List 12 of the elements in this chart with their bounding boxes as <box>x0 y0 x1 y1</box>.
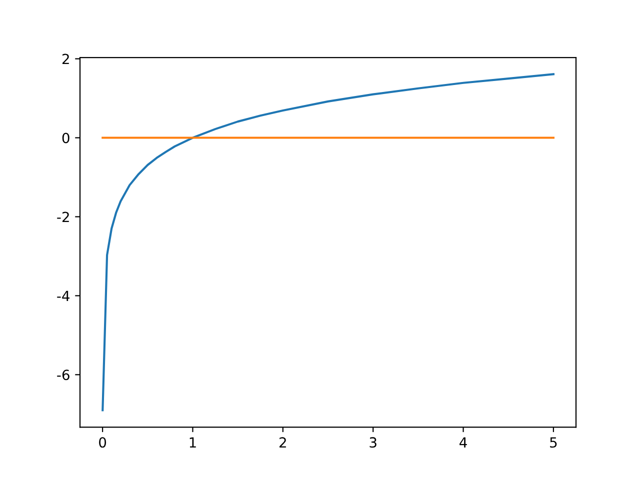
y-tick-label: -2 <box>57 212 69 222</box>
line-series <box>102 73 554 412</box>
y-tick-label: 0 <box>62 132 70 144</box>
x-tick-label: 5 <box>550 437 557 448</box>
x-tick-label: 4 <box>460 437 467 448</box>
y-tick-label: -4 <box>57 290 70 301</box>
y-tick-label: 2 <box>62 54 69 64</box>
y-tick-label: -6 <box>57 370 70 380</box>
x-tick-label: 3 <box>370 437 376 448</box>
x-tick-label: 0 <box>99 437 106 448</box>
x-tick-label: 1 <box>190 437 196 448</box>
x-tick-label: 2 <box>280 437 286 448</box>
